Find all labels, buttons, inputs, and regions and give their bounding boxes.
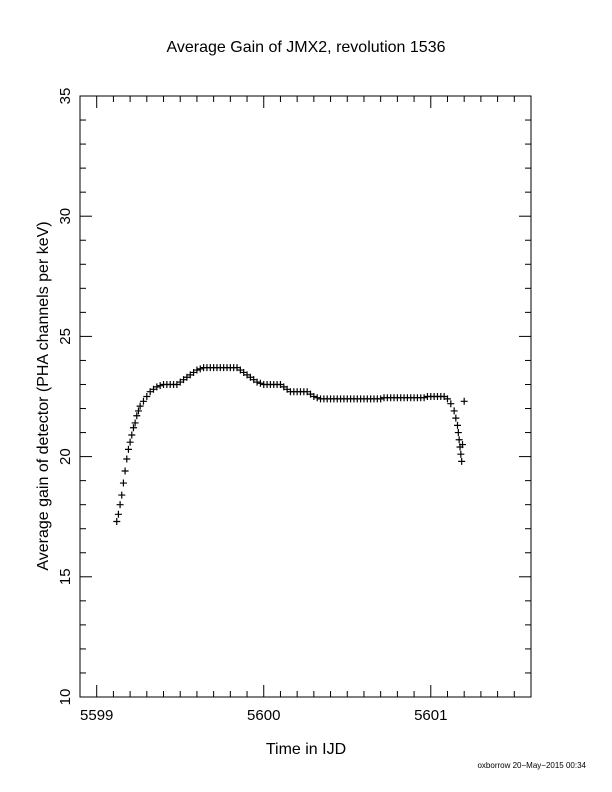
axis-tick-labels: 5599 5600 5601 10 15 20 25 30 35 <box>57 88 447 724</box>
data-points <box>113 364 468 526</box>
data-point <box>156 382 164 390</box>
data-point <box>128 431 136 439</box>
data-point <box>126 438 134 446</box>
data-point <box>153 383 161 391</box>
data-point <box>134 407 142 415</box>
data-point <box>136 402 144 410</box>
data-point <box>454 429 462 437</box>
data-point <box>454 421 462 429</box>
data-point <box>133 412 141 420</box>
data-point <box>310 393 318 400</box>
data-point <box>118 491 126 499</box>
data-point <box>455 436 463 444</box>
data-point <box>119 479 127 487</box>
chart-title: Average Gain of JMX2, revolution 1536 <box>167 39 446 56</box>
y-tick-label: 30 <box>57 208 74 225</box>
y-tick-label: 35 <box>57 88 74 105</box>
data-point <box>450 407 458 415</box>
y-tick-label: 15 <box>57 568 74 585</box>
data-point <box>443 395 451 403</box>
data-point <box>193 366 201 374</box>
data-point <box>139 397 147 405</box>
y-tick-label: 20 <box>57 448 74 465</box>
data-point <box>447 400 455 408</box>
data-point <box>460 397 468 405</box>
data-point <box>313 394 321 402</box>
y-axis-label: Average gain of detector (PHA channels p… <box>35 221 52 570</box>
data-point <box>377 395 385 403</box>
data-point <box>116 501 124 509</box>
data-point <box>459 441 467 449</box>
axis-ticks <box>79 95 532 698</box>
data-point <box>143 393 151 400</box>
plot-frame <box>79 95 532 698</box>
y-tick-label: 10 <box>57 689 74 706</box>
data-point <box>457 450 465 458</box>
data-point <box>458 457 466 465</box>
data-point <box>113 518 121 526</box>
x-tick-label: 5599 <box>80 707 113 724</box>
data-point <box>121 467 129 475</box>
footer-stamp: oxborrow 20−May−2015 00:34 <box>477 761 586 770</box>
x-tick-label: 5600 <box>247 707 280 724</box>
data-point <box>131 419 139 427</box>
data-point <box>124 445 132 453</box>
data-point <box>114 510 122 518</box>
x-tick-label: 5601 <box>414 707 447 724</box>
data-point <box>420 394 428 402</box>
data-point <box>253 378 261 386</box>
y-tick-label: 25 <box>57 328 74 345</box>
data-point <box>196 365 204 373</box>
x-axis-label: Time in IJD <box>266 741 346 758</box>
data-point <box>452 414 460 422</box>
data-point <box>129 424 137 432</box>
data-point <box>256 379 264 387</box>
data-point <box>123 455 131 463</box>
